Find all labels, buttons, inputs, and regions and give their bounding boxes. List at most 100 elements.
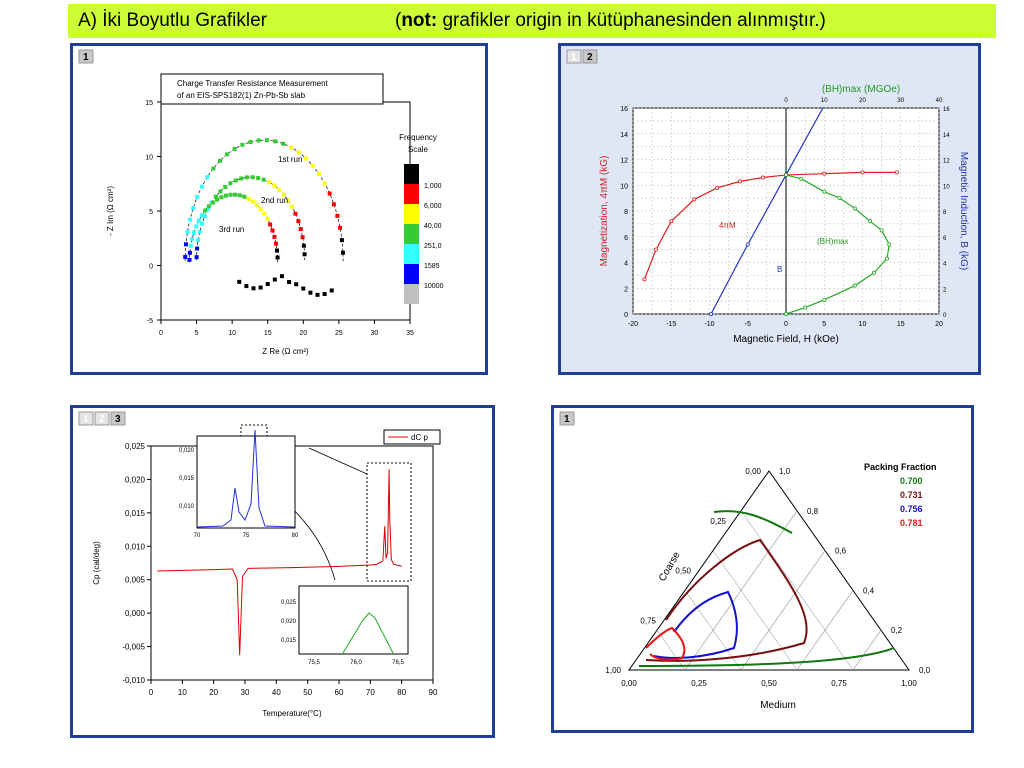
y-tick-label-right: 12	[943, 159, 950, 165]
data-point	[265, 282, 270, 287]
data-point	[225, 152, 230, 157]
series-point	[803, 305, 808, 310]
data-point	[275, 248, 280, 253]
data-point	[315, 292, 320, 297]
data-point	[199, 213, 204, 218]
data-point	[279, 274, 284, 279]
x-tick-label: 0	[149, 688, 154, 697]
y-tick-label-left: 8	[624, 209, 628, 216]
data-point	[205, 175, 210, 180]
y-tick-label-right: 14	[943, 133, 950, 139]
legend-swatch	[404, 224, 419, 244]
data-point	[256, 176, 261, 181]
grid-line	[852, 630, 882, 671]
top-axis-label: (BH)max (MGOe)	[822, 84, 900, 95]
title-note: (not: grafikler origin in kütüphanesinde…	[395, 10, 826, 32]
y-tick-label: 0,005	[125, 576, 146, 585]
y-tick-label: -5	[147, 318, 153, 325]
data-point	[239, 176, 244, 181]
data-point	[258, 285, 263, 290]
grid-line	[740, 550, 826, 671]
legend-label: 6,000	[424, 203, 442, 210]
chart-panel-magnetic: 1 2 -20 -15 -10 -5 0 5 10 15 20 0 0 2 2 4 4 6 6 8 8 10 10 12 12 1…	[558, 43, 981, 375]
data-point	[267, 180, 272, 185]
series-point	[715, 185, 720, 190]
data-point	[277, 187, 282, 192]
inset-top-line	[196, 429, 296, 528]
data-point	[289, 145, 294, 150]
data-point	[233, 192, 238, 197]
y-tick-label: 0,025	[125, 442, 146, 451]
legend-box	[383, 429, 441, 445]
data-point	[272, 277, 277, 282]
legend-swatch	[404, 284, 419, 304]
bottom-axis-label: Medium	[760, 700, 796, 711]
annotation-bhmax: (BH)max	[817, 237, 849, 246]
tab-3	[110, 411, 126, 426]
chart-title-line2: of an EIS-SPS182(1) Zn-Pb-Sb slab	[177, 91, 306, 100]
y-tick-label-right: 2	[943, 287, 947, 293]
run-curve	[184, 139, 344, 262]
x-tick-label: 60	[335, 688, 344, 697]
tab-label-3: 3	[115, 414, 121, 425]
inset-top-frame	[196, 435, 296, 529]
title-box	[160, 73, 384, 105]
legend-title-2: Scale	[408, 145, 429, 154]
series-point	[837, 196, 842, 201]
run-curve	[189, 194, 279, 263]
inset-bottom-y-label: 0,025	[281, 600, 297, 606]
data-point	[251, 286, 256, 291]
data-point	[183, 254, 188, 259]
data-point	[188, 243, 193, 248]
data-point	[301, 286, 306, 291]
x-tick-label: 15	[264, 330, 272, 337]
inset-bottom-x-label: 76,5	[392, 660, 404, 666]
x-axis-label: Temperature(°C)	[262, 709, 322, 718]
inset-bottom-x-label: 75,5	[308, 660, 320, 666]
x-tick-label: 40	[272, 688, 281, 697]
top-tick-label: 40	[936, 98, 943, 104]
data-point	[286, 198, 291, 203]
x-tick-label: 30	[371, 330, 379, 337]
left-tick-label: 0,50	[675, 567, 691, 576]
right-tick-label: 0,8	[807, 507, 819, 516]
legend-swatch	[404, 264, 419, 284]
x-tick-label: -10	[704, 321, 714, 328]
contour-0.700	[638, 510, 895, 667]
right-tick-label: 0,6	[835, 547, 847, 556]
data-point	[196, 218, 201, 223]
inset-top-y-label: 0,020	[179, 448, 195, 454]
data-point	[196, 238, 201, 243]
series-point	[783, 172, 788, 177]
data-point	[237, 193, 242, 198]
x-tick-label: 20	[935, 321, 943, 328]
x-tick-label: 80	[397, 688, 406, 697]
y-tick-label-right: 16	[943, 107, 950, 113]
y-tick-label: 0,020	[125, 475, 146, 484]
grid-line	[656, 630, 686, 671]
series-point	[642, 277, 647, 282]
data-point	[293, 211, 298, 216]
top-tick-label: 10	[821, 98, 828, 104]
tab-label-1: 1	[83, 414, 89, 425]
grid-line	[796, 590, 854, 671]
data-point	[256, 138, 261, 143]
data-point	[317, 172, 322, 177]
data-point	[273, 241, 278, 246]
cp-chart-svg: 1 2 30 10 20 30 40 50 60 70 80 90-0,010-0,0050,0000…	[78, 411, 441, 718]
grid-line	[684, 510, 798, 671]
tab-label-2: 2	[99, 414, 105, 425]
data-point	[244, 175, 249, 180]
top-tick-label: 0	[784, 98, 788, 104]
x-axis-label: Magnetic Field, H (kOe)	[733, 334, 839, 345]
y-tick-label-right: 0	[943, 313, 947, 319]
data-point	[331, 202, 336, 207]
series-point	[884, 256, 889, 261]
inset-bottom-x-label: 76,0	[350, 660, 362, 666]
data-point	[228, 192, 233, 197]
bottom-tick-label: 1,00	[901, 679, 917, 688]
data-point	[310, 163, 315, 168]
run-label: 3rd run	[219, 225, 244, 234]
series-point	[669, 219, 674, 224]
